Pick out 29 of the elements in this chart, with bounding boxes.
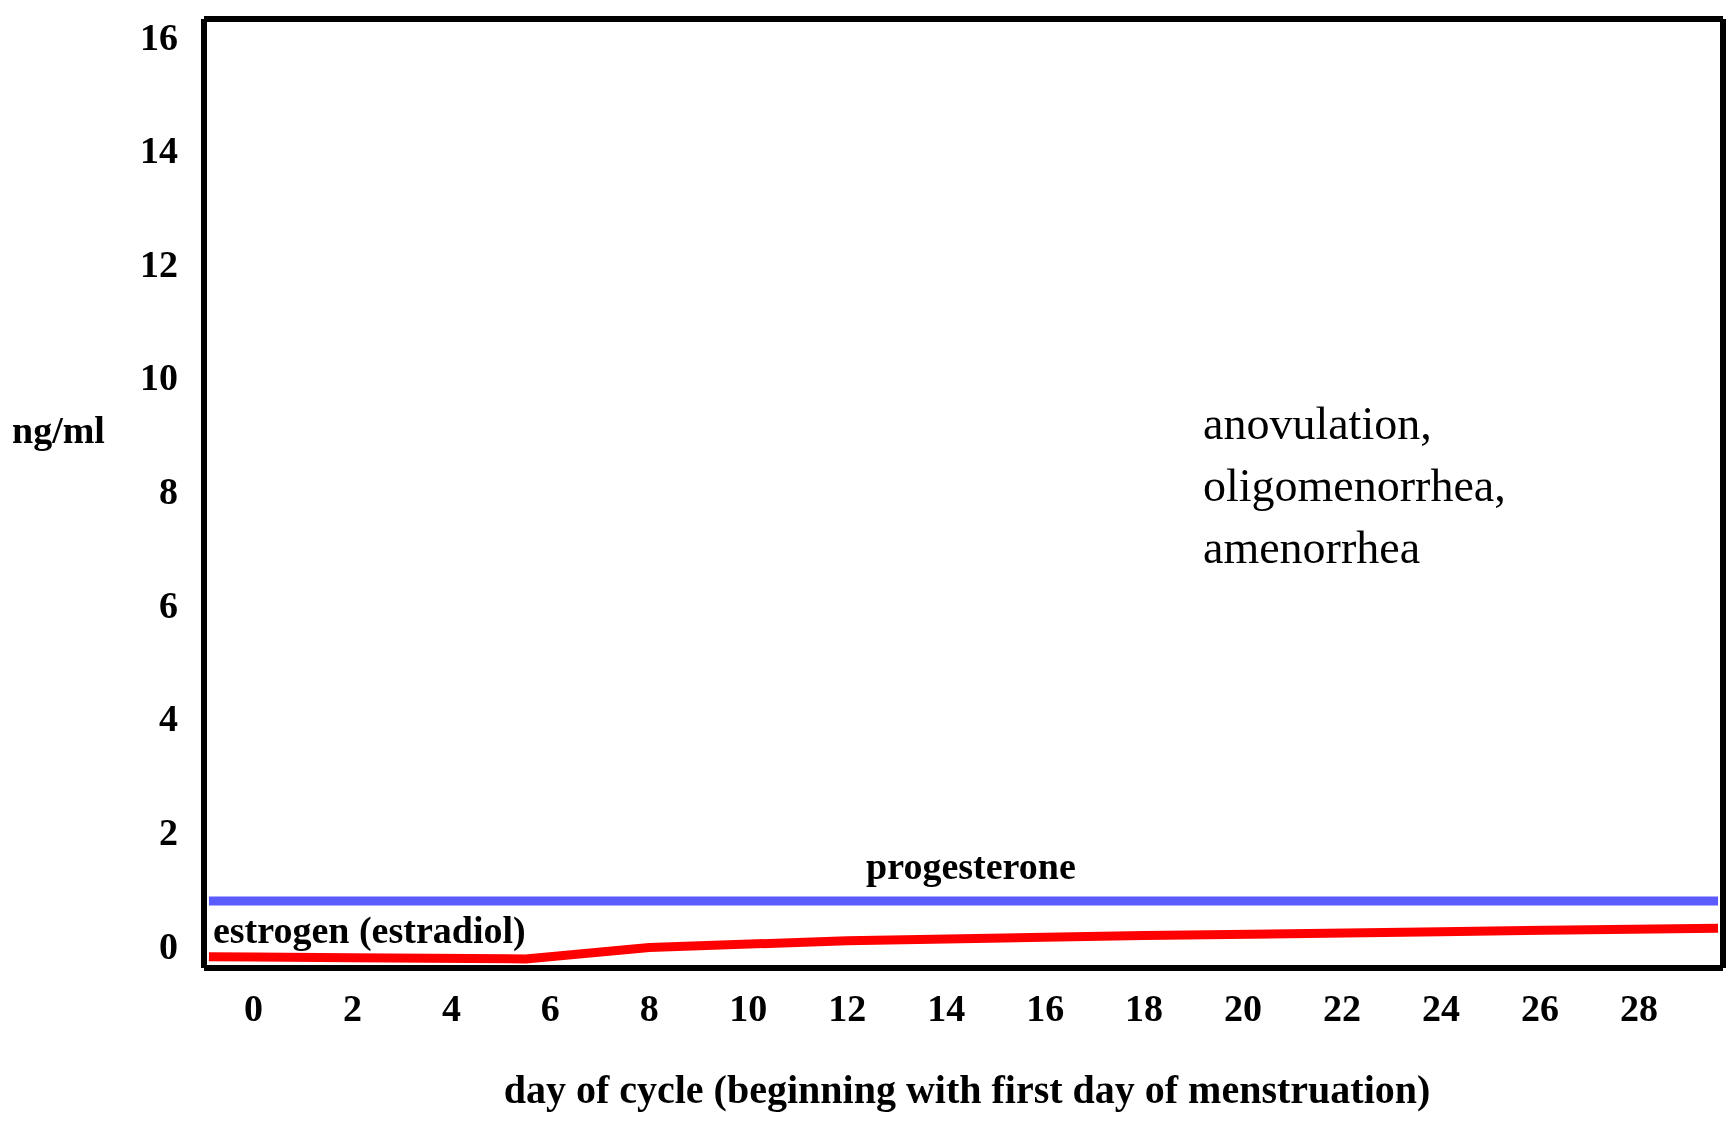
y-tick-label: 12 xyxy=(140,242,178,285)
x-tick-label: 18 xyxy=(1125,986,1164,1029)
y-tick-label: 4 xyxy=(159,697,178,740)
x-tick-label: 20 xyxy=(1224,986,1263,1029)
x-tick-label: 2 xyxy=(342,986,362,1029)
x-tick-label: 16 xyxy=(1026,986,1065,1029)
x-tick-label: 14 xyxy=(927,986,966,1029)
x-tick-label: 6 xyxy=(540,986,560,1029)
x-tick-label: 24 xyxy=(1421,986,1460,1029)
x-tick-label: 22 xyxy=(1323,986,1362,1029)
y-tick-label: 8 xyxy=(159,470,178,513)
x-tick-label: 10 xyxy=(729,986,768,1029)
x-tick-label: 12 xyxy=(828,986,867,1029)
y-tick-label: 14 xyxy=(140,129,178,172)
x-tick-label: 26 xyxy=(1520,986,1559,1029)
y-tick-label: 6 xyxy=(159,583,178,626)
y-tick-label: 2 xyxy=(159,811,178,854)
series-label: estrogen (estradiol) xyxy=(212,908,526,952)
series-label: progesterone xyxy=(866,844,1076,887)
y-tick-label: 10 xyxy=(140,356,178,399)
annotation: anovulation, oligomenorrhea, amenorrhea xyxy=(1203,397,1506,576)
x-tick-label: 0 xyxy=(243,986,263,1029)
y-axis-title: ng/ml xyxy=(12,408,105,452)
x-tick-label: 28 xyxy=(1619,986,1658,1029)
y-tick-label: 0 xyxy=(159,924,178,967)
x-tick-label: 4 xyxy=(441,986,461,1029)
y-tick-label: 16 xyxy=(140,15,178,58)
x-axis-title: day of cycle (beginning with first day of menstruation) xyxy=(502,1066,1432,1113)
x-tick-label: 8 xyxy=(639,986,659,1029)
